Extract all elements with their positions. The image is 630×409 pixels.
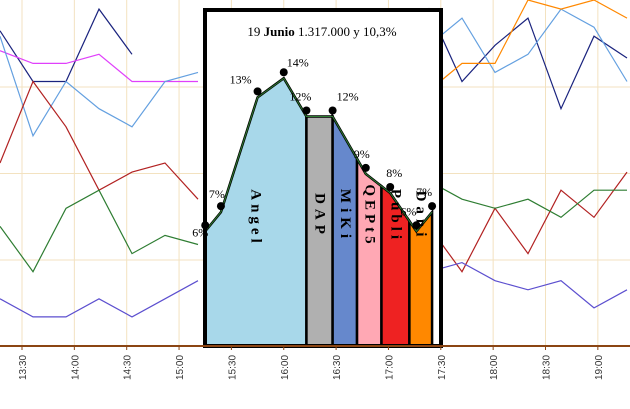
x-tick-label-0: 13:30 bbox=[18, 355, 29, 380]
title-day: 19 bbox=[247, 24, 260, 39]
point-label-7: 8% bbox=[386, 166, 402, 180]
segment-label-qept5: QEPt5 bbox=[361, 184, 377, 247]
series-purple bbox=[0, 280, 199, 318]
x-tick-label-6: 16:30 bbox=[332, 355, 343, 380]
point-dot-9 bbox=[428, 202, 437, 211]
point-dot-7 bbox=[386, 183, 395, 191]
series-red bbox=[0, 80, 199, 200]
title-month: Junio bbox=[264, 24, 295, 39]
x-tick-label-2: 14:30 bbox=[123, 355, 134, 380]
title-rest: 1.317.000 y 10,3% bbox=[298, 24, 397, 39]
point-dot-5 bbox=[328, 106, 337, 115]
chart-title: 19 Junio 1.317.000 y 10,3% bbox=[247, 24, 396, 39]
point-dot-3 bbox=[279, 68, 288, 77]
x-tick-label-4: 15:30 bbox=[227, 355, 238, 380]
x-tick-label-9: 18:00 bbox=[489, 355, 500, 380]
point-label-8: 6% bbox=[400, 204, 416, 218]
x-tick-label-5: 16:00 bbox=[280, 355, 291, 380]
point-label-1: 7% bbox=[209, 187, 225, 201]
segment-label-publi: Publi bbox=[387, 189, 403, 243]
point-dot-8 bbox=[412, 221, 421, 230]
point-label-5: 12% bbox=[337, 90, 359, 104]
series-light-blue bbox=[0, 36, 199, 138]
x-tick-label-1: 14:00 bbox=[70, 355, 81, 380]
point-dot-4 bbox=[302, 106, 311, 115]
x-tick-label-11: 19:00 bbox=[594, 355, 605, 380]
segment-label-angel: Angel bbox=[248, 189, 264, 247]
point-dot-1 bbox=[216, 202, 225, 211]
x-tick-label-3: 15:00 bbox=[175, 355, 186, 380]
point-label-9: 7% bbox=[416, 185, 432, 199]
data-points: 6%7%13%14%12% 12%9%8%6%7% bbox=[192, 55, 437, 239]
point-label-4: 12% bbox=[289, 90, 311, 104]
point-label-2: 13% bbox=[230, 72, 252, 86]
point-label-3: 14% bbox=[287, 55, 309, 69]
series-blue bbox=[0, 7, 133, 83]
x-tick-label-7: 17:00 bbox=[384, 355, 395, 380]
point-label-6: 9% bbox=[354, 147, 370, 161]
share-line bbox=[204, 77, 433, 233]
x-tick-label-10: 18:30 bbox=[542, 355, 553, 380]
series-green bbox=[0, 189, 199, 273]
segment-areas bbox=[203, 76, 434, 348]
point-dot-6 bbox=[361, 163, 370, 172]
x-axis-ticks: 13:30 14:00 14:30 15:00 15:30 16:00 16:30 17:00… bbox=[18, 346, 605, 380]
segment-label-miki: MiKi bbox=[337, 189, 353, 243]
point-dot-2 bbox=[253, 87, 262, 96]
segment-label-dap: DAP bbox=[312, 193, 328, 239]
x-tick-label-8: 17:30 bbox=[437, 355, 448, 380]
